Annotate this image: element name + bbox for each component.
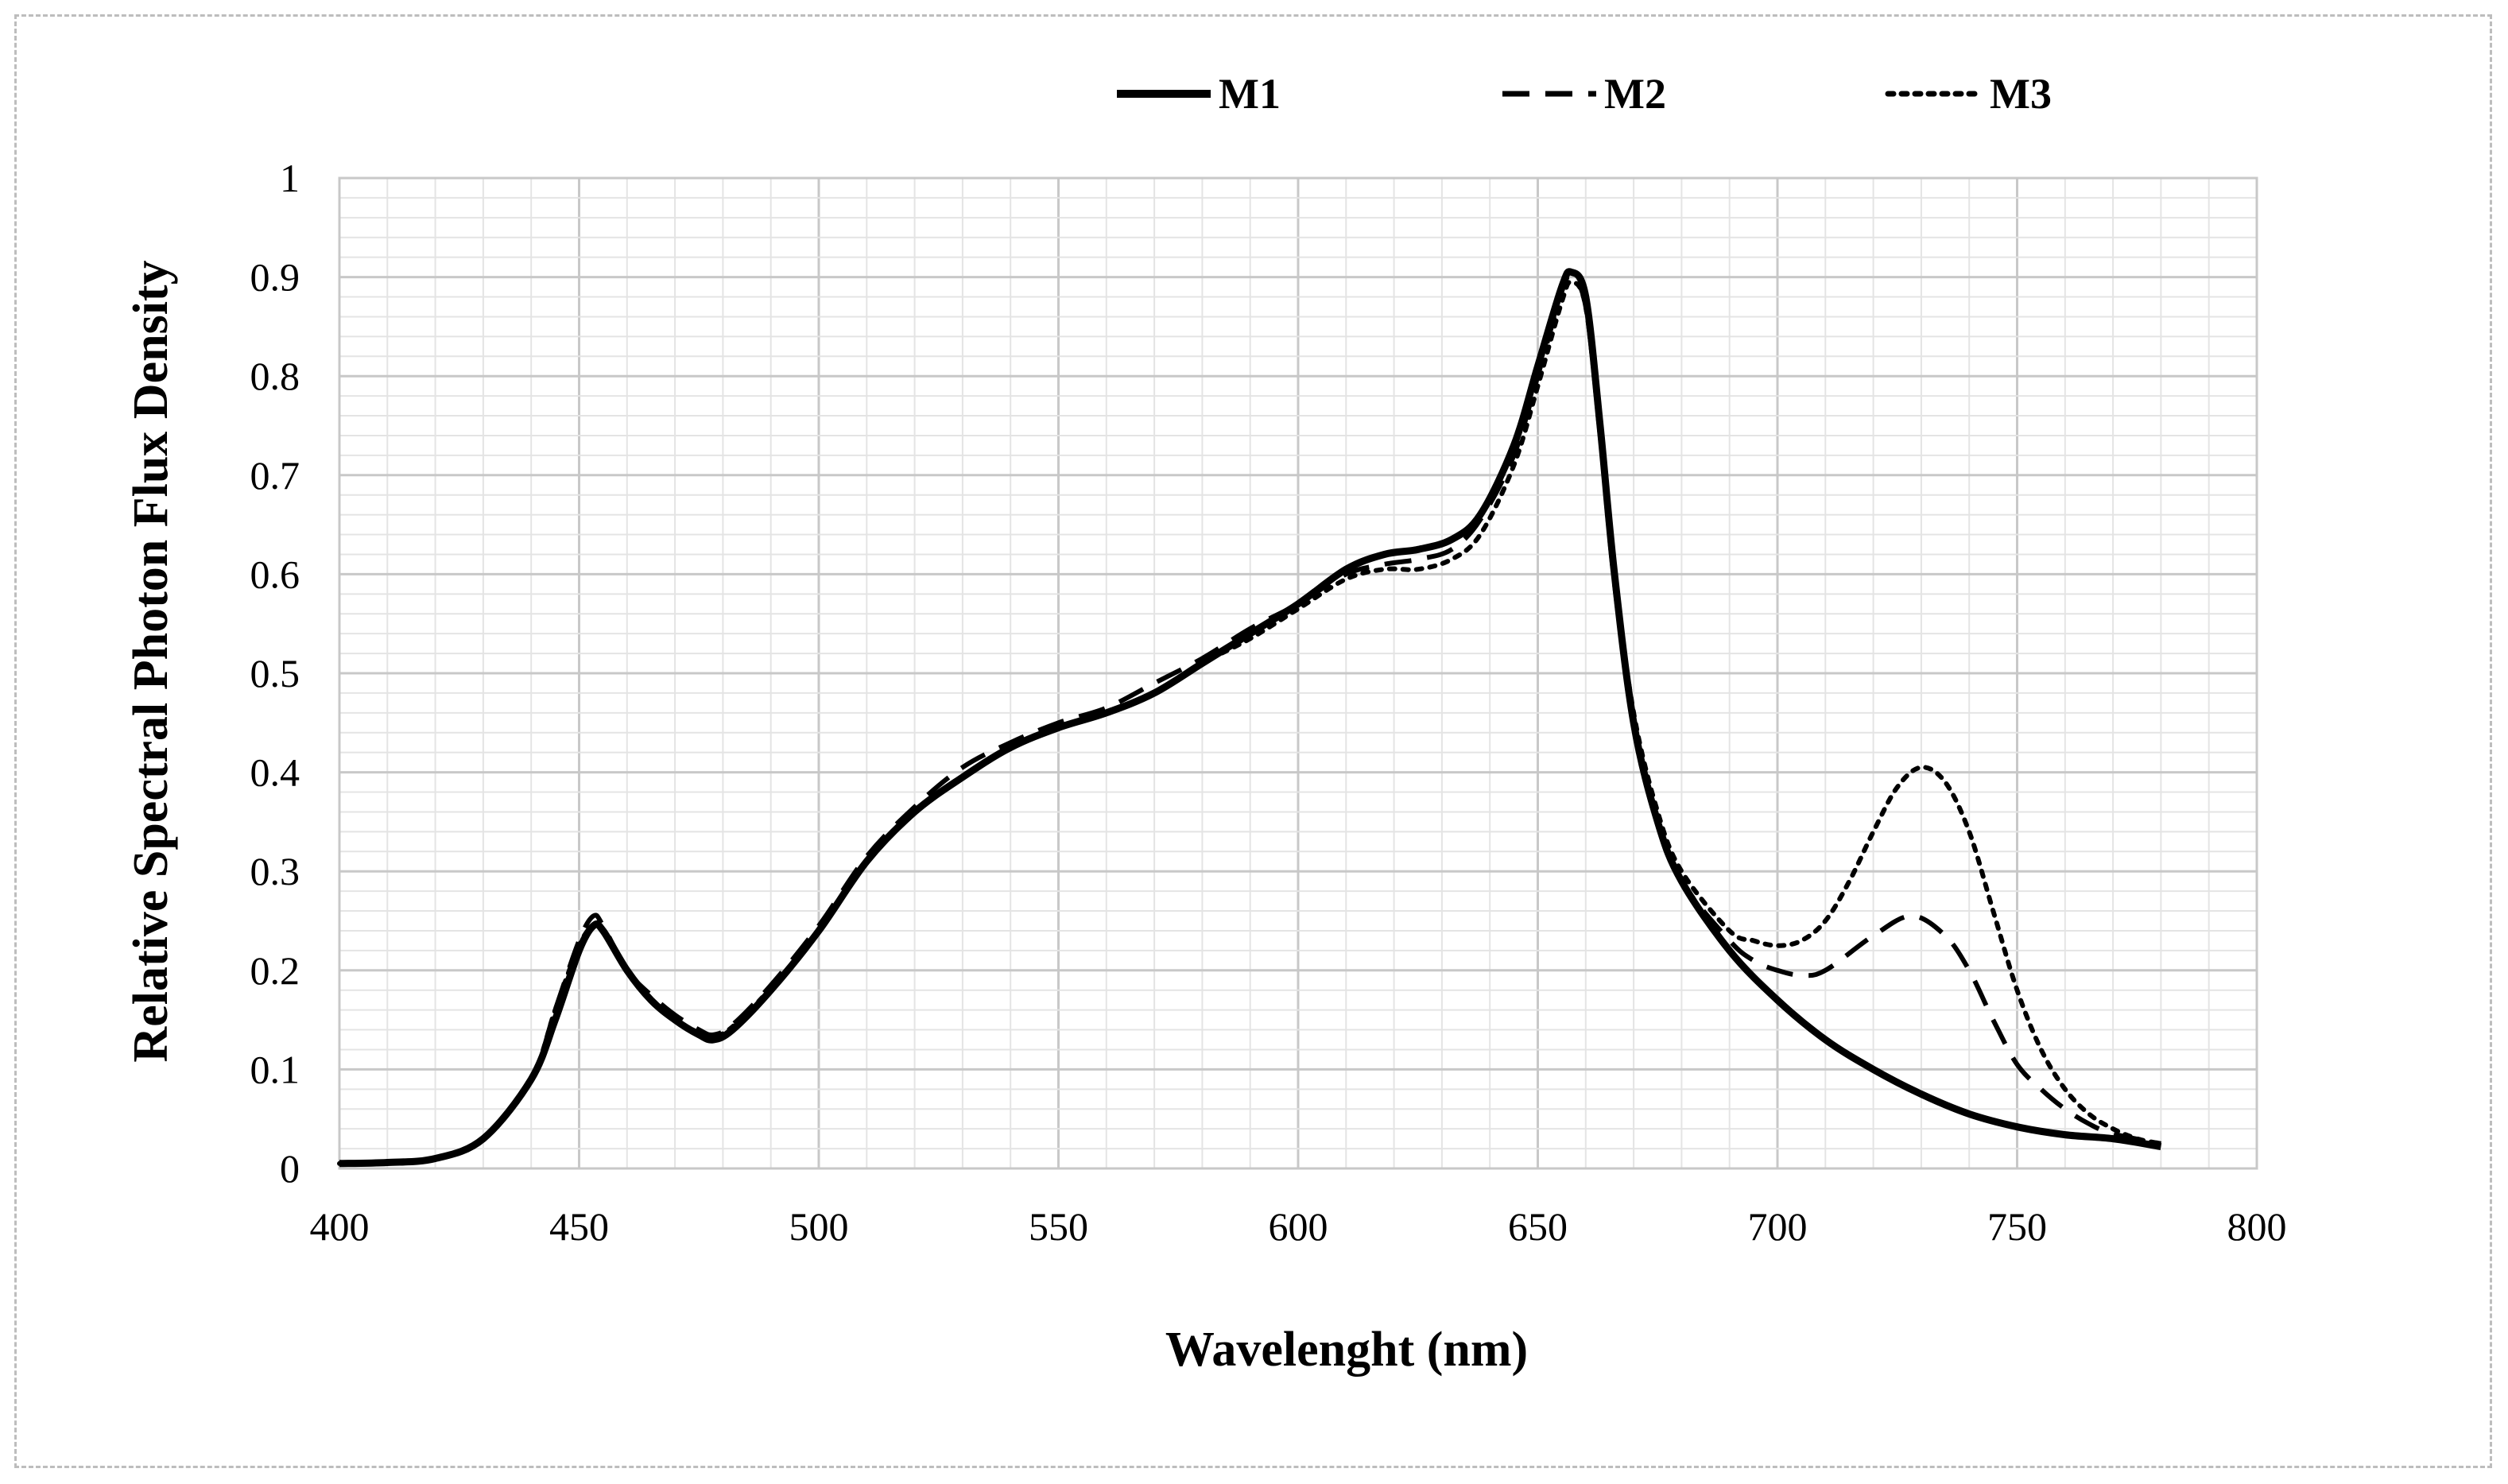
series-group bbox=[337, 268, 2164, 1168]
chart-frame bbox=[14, 14, 2492, 1468]
x-axis-title: Wavelenght (nm) bbox=[1165, 1323, 1528, 1377]
x-tick-label: 450 bbox=[549, 1204, 609, 1249]
plot-area bbox=[338, 176, 2258, 1170]
y-tick-label: 0 bbox=[280, 1146, 300, 1191]
y-tick-label: 0.9 bbox=[250, 255, 300, 300]
x-tick-label: 750 bbox=[1987, 1204, 2047, 1249]
x-tick-label: 600 bbox=[1269, 1204, 1328, 1249]
x-tick-label: 700 bbox=[1748, 1204, 1808, 1249]
y-tick-label: 0.8 bbox=[250, 354, 300, 398]
x-tick-label: 400 bbox=[310, 1204, 370, 1249]
y-tick-label: 0.5 bbox=[250, 651, 300, 696]
x-tick-label: 650 bbox=[1508, 1204, 1568, 1249]
x-tick-label: 550 bbox=[1029, 1204, 1088, 1249]
y-axis-title: Relative Spectral Photon Flux Density bbox=[124, 260, 178, 1062]
y-tick-label: 0.2 bbox=[250, 948, 300, 993]
y-tick-label: 0.4 bbox=[250, 750, 300, 795]
y-tick-label: 0.1 bbox=[250, 1047, 300, 1091]
x-tick-label: 500 bbox=[789, 1204, 849, 1249]
y-tick-label: 1 bbox=[280, 156, 300, 200]
x-tick-label: 800 bbox=[2227, 1204, 2287, 1249]
y-tick-label: 0.3 bbox=[250, 849, 300, 893]
legend-label-m2: M2 bbox=[1604, 70, 1666, 118]
series-line-m1 bbox=[339, 268, 2162, 1168]
y-axis-ticks: 0 0.1 0.2 0.3 0.4 0.5 0.6 0.7 0.8 0.9 1 bbox=[250, 156, 300, 1191]
legend: M1 M2 M3 bbox=[1117, 70, 2052, 118]
y-tick-label: 0.7 bbox=[250, 453, 300, 498]
grid bbox=[338, 176, 2258, 1170]
legend-label-m3: M3 bbox=[1990, 70, 2052, 118]
x-axis-ticks: 400 450 500 550 600 650 700 750 800 bbox=[310, 1204, 2287, 1249]
y-tick-label: 0.6 bbox=[250, 552, 300, 596]
legend-label-m1: M1 bbox=[1219, 70, 1281, 118]
